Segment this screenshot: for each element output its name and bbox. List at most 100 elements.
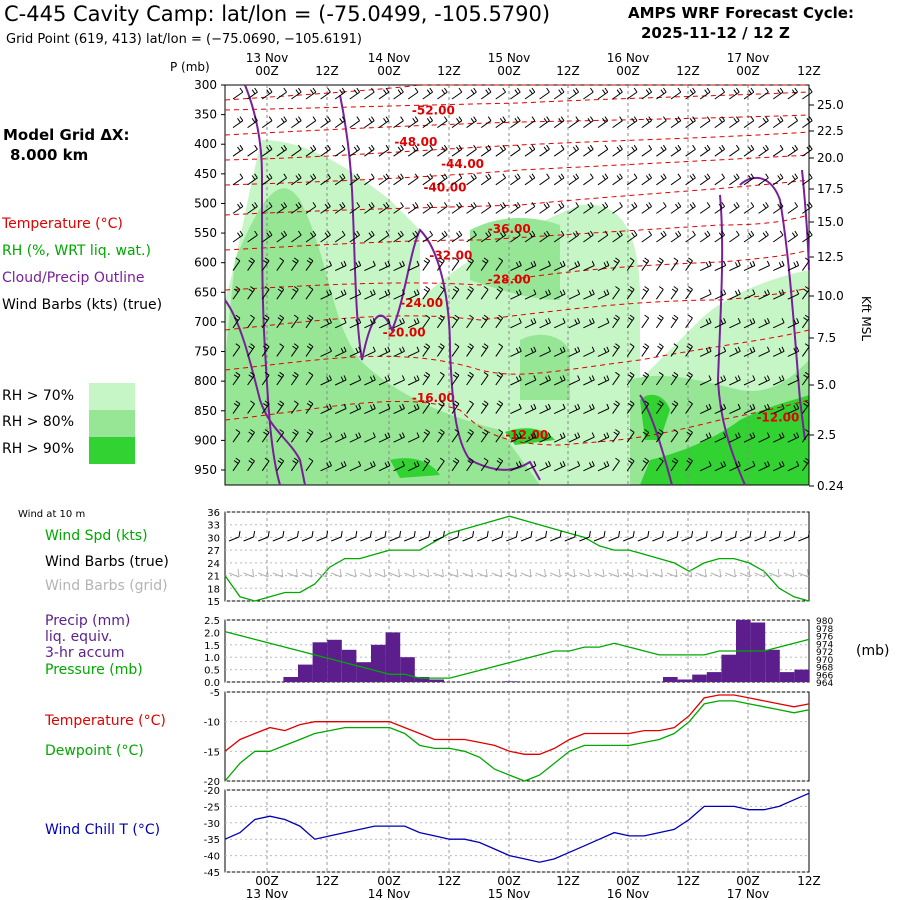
- wind-barb-flag: [414, 144, 419, 150]
- wind-barb: [553, 148, 565, 157]
- wind-barb-flag: [237, 118, 241, 123]
- wind-barb-flag: [268, 202, 273, 207]
- wind-barb-flag: [499, 203, 504, 209]
- wind-barb-flag: [778, 262, 782, 268]
- wind-barb-flag: [749, 319, 753, 325]
- wind-barb-true: [579, 536, 590, 542]
- wind-barb: [466, 432, 474, 443]
- wind-barb: [670, 346, 679, 357]
- wind-barb: [451, 234, 463, 243]
- wind-barb-flag: [547, 460, 551, 466]
- wind-barb: [801, 460, 810, 472]
- wind-barb-flag: [603, 433, 607, 439]
- wind-barb-flag: [737, 460, 741, 466]
- wind-barb-true: [457, 530, 460, 538]
- wind-barb-flag: [545, 319, 549, 325]
- wind-barb-flag: [384, 347, 388, 353]
- wind-barb-flag: [671, 288, 677, 293]
- wind-barb-flag: [606, 460, 610, 466]
- wind-barb: [247, 91, 258, 100]
- wind-barb-flag: [416, 260, 420, 266]
- wind-barb-grid: [719, 568, 722, 578]
- cloud-outline: [801, 169, 810, 271]
- wind-barb-flag: [250, 400, 255, 405]
- wind-barb-flag: [613, 402, 619, 407]
- wind-barb: [290, 260, 299, 271]
- wind-barb: [626, 374, 635, 386]
- wind-barb: [801, 432, 810, 443]
- wind-barb: [568, 350, 580, 357]
- wind-barb-flag: [558, 118, 563, 123]
- wind-barb-flag: [603, 347, 607, 353]
- wind-barb: [641, 346, 650, 357]
- wind-barb-flag: [603, 262, 607, 268]
- wind-barb-grid: [666, 572, 678, 578]
- wind-barb-true: [545, 530, 548, 538]
- wind-barb-flag: [326, 376, 330, 382]
- wind-barb: [612, 206, 623, 214]
- wind-barb: [685, 177, 696, 186]
- day-label-bottom: 15 Nov: [488, 887, 531, 900]
- wind-barb: [802, 91, 813, 100]
- wind-barb-flag: [254, 144, 258, 150]
- wind-barb-flag: [718, 232, 723, 238]
- wind-barb-flag: [615, 314, 620, 319]
- wind-barb: [626, 346, 635, 357]
- time-tick-label-bottom: 12Z: [797, 874, 821, 888]
- wind-barb-flag: [266, 89, 271, 95]
- wind-barb-flag: [452, 374, 458, 379]
- wind-barb-flag: [467, 460, 473, 464]
- wind-barb-flag: [737, 375, 741, 381]
- wind-barb-flag: [734, 262, 739, 268]
- wind-barb-flag: [251, 175, 256, 180]
- wind-barb-flag: [293, 286, 299, 290]
- wind-barb: [407, 465, 420, 472]
- wind-barb-grid: [573, 568, 576, 578]
- isotherm-label: -44.00: [441, 157, 484, 171]
- wind-barb-flag: [806, 118, 811, 123]
- wind-barb-flag: [312, 173, 317, 179]
- wind-barb-flag: [633, 230, 638, 236]
- wind-barb-flag: [384, 462, 388, 468]
- wind-barb: [305, 432, 314, 443]
- wind-barb-flag: [387, 346, 391, 352]
- wind-barb-flag: [248, 431, 254, 436]
- precip-bar: [779, 672, 795, 682]
- wind-barb: [334, 234, 346, 243]
- wind-barb-flag: [588, 376, 593, 382]
- wind-barb: [758, 265, 770, 272]
- wind-barb-flag: [602, 118, 606, 123]
- wind-barb-true: [550, 536, 561, 542]
- wind-barb: [349, 350, 361, 357]
- wind-barb: [495, 346, 504, 357]
- wind-barb-flag: [518, 346, 522, 352]
- wind-barb-flag: [762, 118, 767, 123]
- wind-barb-flag: [310, 146, 314, 152]
- wind-barb-flag: [748, 232, 752, 238]
- wind-barb-flag: [546, 144, 550, 150]
- wind-barb-flag: [327, 116, 331, 121]
- wind-barb-flag: [705, 347, 709, 353]
- wind-barb-flag: [533, 375, 537, 381]
- wind-barb-flag: [413, 462, 417, 468]
- wind-barb: [261, 289, 270, 300]
- wind-barb-flag: [562, 317, 566, 323]
- wind-barb-flag: [574, 262, 578, 268]
- wind-barb-flag: [793, 262, 797, 268]
- wind-barb-flag: [498, 286, 503, 290]
- isotherm-label: -28.00: [488, 272, 531, 286]
- wind-barb-flag: [293, 429, 299, 433]
- wind-barb: [349, 379, 361, 386]
- wind-barb-flag: [718, 118, 723, 123]
- wind-barb-true: [404, 536, 415, 542]
- wind-barb: [655, 346, 664, 357]
- wind-barb-flag: [734, 347, 739, 353]
- isotherm-line: [224, 249, 810, 291]
- wind-barb-flag: [688, 429, 693, 433]
- wind-barb-flag: [575, 202, 580, 207]
- wind-barb: [247, 234, 258, 243]
- wind-barb-flag: [737, 346, 741, 352]
- wind-barb-flag: [721, 173, 726, 179]
- legend-rh90-label: RH > 90%: [2, 441, 75, 457]
- pressure-tick-label: 966: [816, 671, 833, 681]
